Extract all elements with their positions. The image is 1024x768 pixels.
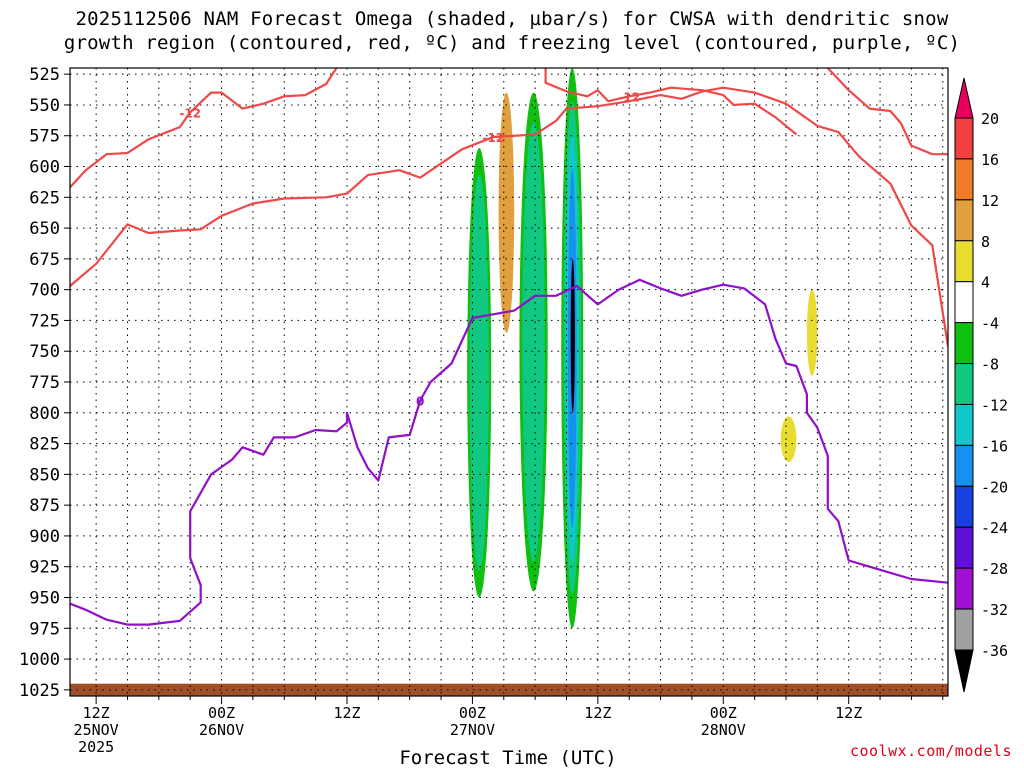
- colorbar-label-5: -4: [981, 315, 999, 333]
- terrain-layer: [70, 683, 948, 696]
- colorbar-label-12: -32: [981, 601, 1008, 619]
- updraft-column-b-core-1: [522, 122, 545, 562]
- x-tick-label-12-2: 2025: [78, 738, 114, 756]
- colorbar-bin-11: [954, 567, 974, 610]
- y-tick-label-900: 900: [29, 527, 60, 547]
- colorbar-label-11: -28: [981, 560, 1008, 578]
- x-tick-label-72-0: 00Z: [710, 704, 737, 722]
- x-tick-label-24-1: 26NOV: [199, 721, 244, 739]
- contour-freezing-level-0: [70, 278, 948, 626]
- colorbar-label-0: 20: [981, 110, 999, 128]
- colorbar-label-8: -16: [981, 437, 1008, 455]
- colorbar-bin-6: [954, 363, 974, 405]
- colorbar-top-arrow: [954, 77, 974, 119]
- contour-dgz-right-12: [826, 68, 948, 156]
- colorbar-bin-8: [954, 444, 974, 487]
- colorbar-label-13: -36: [981, 642, 1008, 660]
- y-tick-label-725: 725: [29, 311, 60, 331]
- contour-dgz-lower-12: [70, 86, 948, 347]
- surface: [70, 683, 948, 696]
- x-axis-title: Forecast Time (UTC): [399, 747, 616, 768]
- colorbar-label-2: 12: [981, 192, 999, 210]
- x-tick-label-48-1: 27NOV: [450, 721, 495, 739]
- y-axis: 525 550 575 600 625 650 675 700 725 750 775 800 825 8…: [19, 65, 70, 701]
- y-tick-label-875: 875: [29, 496, 60, 516]
- colorbar-bin-5: [954, 322, 974, 365]
- y-tick-label-950: 950: [29, 588, 60, 608]
- x-tick-label-24-0: 00Z: [208, 704, 235, 722]
- contour-layer: -12 -12 -12 0: [70, 68, 948, 626]
- y-tick-label-625: 625: [29, 188, 60, 208]
- x-tick-label-60-0: 12Z: [584, 704, 611, 722]
- chart-title-line-2: growth region (contoured, red, ºC) and f…: [63, 32, 961, 54]
- y-tick-label-600: 600: [29, 158, 60, 178]
- contour-label-dgz-upper-12: -12: [179, 106, 201, 120]
- y-tick-label-700: 700: [29, 281, 60, 301]
- contour-dgz-upper-12: [70, 68, 338, 189]
- colorbar-bin-7: [954, 403, 974, 446]
- x-tick-label-72-1: 28NOV: [701, 721, 746, 739]
- colorbar-label-6: -8: [981, 356, 999, 374]
- subsidence-b: [806, 289, 818, 376]
- contour-label-freezing-level-0: 0: [416, 394, 424, 408]
- subsidence-c: [780, 416, 797, 463]
- omega-shading-layer: [467, 68, 818, 629]
- y-tick-label-925: 925: [29, 558, 60, 578]
- y-tick-label-850: 850: [29, 465, 60, 485]
- x-tick-label-36-0: 12Z: [333, 704, 360, 722]
- y-tick-label-825: 825: [29, 435, 60, 455]
- y-tick-label-650: 650: [29, 219, 60, 239]
- colorbar-label-7: -12: [981, 396, 1008, 414]
- y-tick-label-525: 525: [29, 65, 60, 85]
- y-tick-label-775: 775: [29, 373, 60, 393]
- colorbar-bin-1: [954, 158, 974, 201]
- x-tick-label-48-0: 00Z: [459, 704, 486, 722]
- contour-label-dgz-top-12: -12: [618, 90, 640, 104]
- colorbar-bin-3: [954, 240, 974, 283]
- colorbar-bin-0: [954, 117, 974, 160]
- colorbar-label-3: 8: [981, 233, 990, 251]
- x-tick-label-12-0: 12Z: [83, 704, 110, 722]
- colorbar-label-10: -24: [981, 519, 1008, 537]
- y-tick-label-550: 550: [29, 96, 60, 116]
- y-tick-label-975: 975: [29, 619, 60, 639]
- colorbar-bottom-arrow: [954, 649, 974, 693]
- x-tick-label-84-0: 12Z: [835, 704, 862, 722]
- colorbar: 20 16 12 8 4 -4 -8 -12 -16 -20 -24 -28 -32 -36: [954, 77, 1008, 693]
- chart-title-line-1: 2025112506 NAM Forecast Omega (shaded, µ…: [75, 8, 949, 30]
- y-tick-label-1000: 1000: [19, 650, 60, 670]
- x-tick-label-12-1: 25NOV: [74, 721, 119, 739]
- updraft-core: [570, 258, 575, 413]
- contour-dgz-top-12: [544, 68, 798, 136]
- colorbar-bin-12: [954, 608, 974, 651]
- y-tick-label-750: 750: [29, 342, 60, 362]
- contour-label-dgz-lower-12: -12: [482, 131, 504, 145]
- y-tick-label-675: 675: [29, 250, 60, 270]
- colorbar-bin-10: [954, 526, 974, 569]
- y-tick-label-1025: 1025: [19, 681, 60, 701]
- colorbar-label-4: 4: [981, 274, 990, 292]
- subsidence-a: [498, 92, 515, 333]
- colorbar-label-9: -20: [981, 478, 1008, 496]
- y-tick-label-800: 800: [29, 404, 60, 424]
- updraft-column-a-core-1: [469, 175, 489, 571]
- colorbar-bin-2: [954, 199, 974, 242]
- colorbar-bin-9: [954, 485, 974, 528]
- colorbar-label-1: 16: [981, 151, 999, 169]
- credit-link[interactable]: coolwx.com/models: [849, 742, 1012, 760]
- y-tick-label-575: 575: [29, 127, 60, 147]
- colorbar-bin-4: [954, 281, 974, 324]
